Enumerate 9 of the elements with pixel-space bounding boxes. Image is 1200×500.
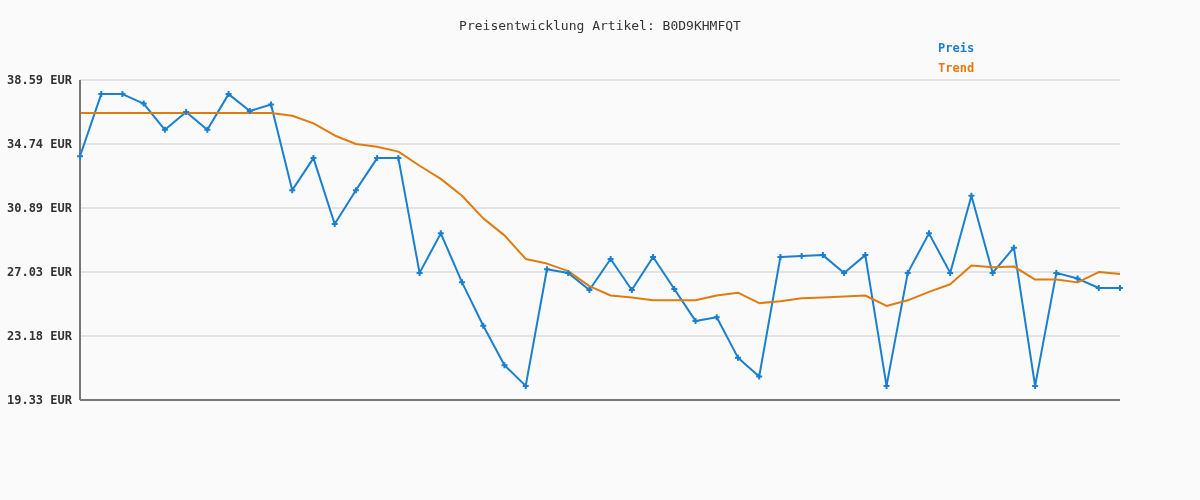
chart-title: Preisentwicklung Artikel: B0D9KHMFQT (458, 18, 742, 33)
y-tick-label: 34.74 EUR (6, 137, 73, 152)
y-tick-label: 23.18 EUR (6, 329, 73, 344)
y-tick-label: 30.89 EUR (6, 201, 73, 216)
text: Trend (938, 60, 975, 77)
y-tick-label: 27.03 EUR (6, 265, 73, 280)
y-tick-label: 19.33 EUR (6, 393, 73, 408)
text: Preis (938, 40, 975, 57)
y-tick-label: 38.59 EUR (6, 73, 73, 88)
